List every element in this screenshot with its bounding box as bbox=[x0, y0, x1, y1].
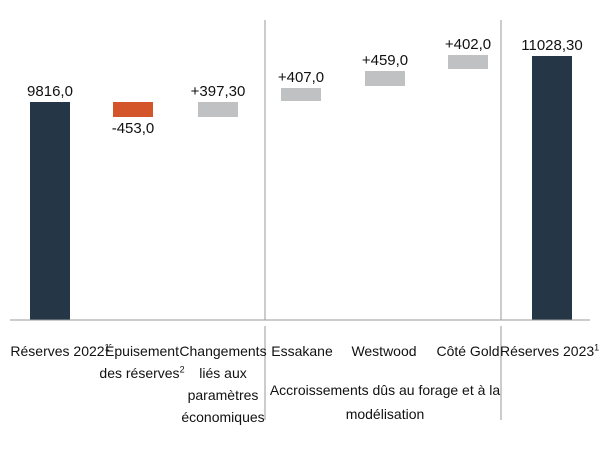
bar-reserves-2023 bbox=[532, 56, 572, 320]
bar-cote-gold bbox=[448, 55, 488, 69]
value-label-epuisement-des-reserves: -453,0 bbox=[112, 120, 155, 137]
value-label-cote-gold: +402,0 bbox=[445, 36, 491, 53]
value-label-changements-lies-aux-parametres-economiques: +397,30 bbox=[191, 83, 246, 100]
value-label-essakane: +407,0 bbox=[278, 69, 324, 86]
footnote-mark: 1 bbox=[594, 342, 600, 353]
bars-layer bbox=[30, 55, 572, 320]
category-text: Réserves 2023 bbox=[500, 343, 595, 359]
value-label-reserves-2022: 9816,0 bbox=[27, 83, 73, 100]
bar-changements-lies-aux-parametres-economiques bbox=[198, 102, 238, 117]
category-text: Essakane bbox=[271, 343, 333, 359]
bar-reserves-2022 bbox=[30, 102, 70, 320]
category-text: Épuisement des réserves bbox=[99, 343, 180, 381]
value-label-reserves-2023: 11028,30 bbox=[521, 37, 582, 54]
category-label-changements: Changements liés aux paramètres économiq… bbox=[177, 340, 269, 428]
bar-essakane bbox=[281, 88, 321, 101]
category-label-reserves-2022: Réserves 20221 bbox=[10, 340, 110, 362]
footnote-mark: 2 bbox=[179, 364, 185, 375]
category-text: Réserves 2022 bbox=[10, 343, 105, 359]
group-label-accroissements: Accroissements dûs au forage et à la mod… bbox=[269, 382, 501, 422]
bar-westwood bbox=[365, 71, 405, 86]
category-label-reserves-2023: Réserves 20231 bbox=[500, 340, 600, 362]
value-label-westwood: +459,0 bbox=[362, 52, 408, 69]
value-labels-layer: 9816,0 -453,0 +397,30 +407,0 +459,0 +402,0 110… bbox=[27, 36, 583, 137]
category-text: Changements liés aux paramètres économiq… bbox=[179, 343, 267, 425]
category-label-essakane: Essakane bbox=[262, 340, 342, 362]
category-label-epuisement: Épuisement des réserves2 bbox=[92, 340, 192, 384]
category-label-westwood: Westwood bbox=[344, 340, 424, 362]
category-text: Westwood bbox=[351, 343, 417, 359]
bar-epuisement-des-reserves bbox=[113, 102, 153, 117]
category-label-cote-gold: Côté Gold bbox=[428, 340, 508, 362]
category-text: Côté Gold bbox=[436, 343, 500, 359]
footnote-mark: 1 bbox=[104, 342, 110, 353]
